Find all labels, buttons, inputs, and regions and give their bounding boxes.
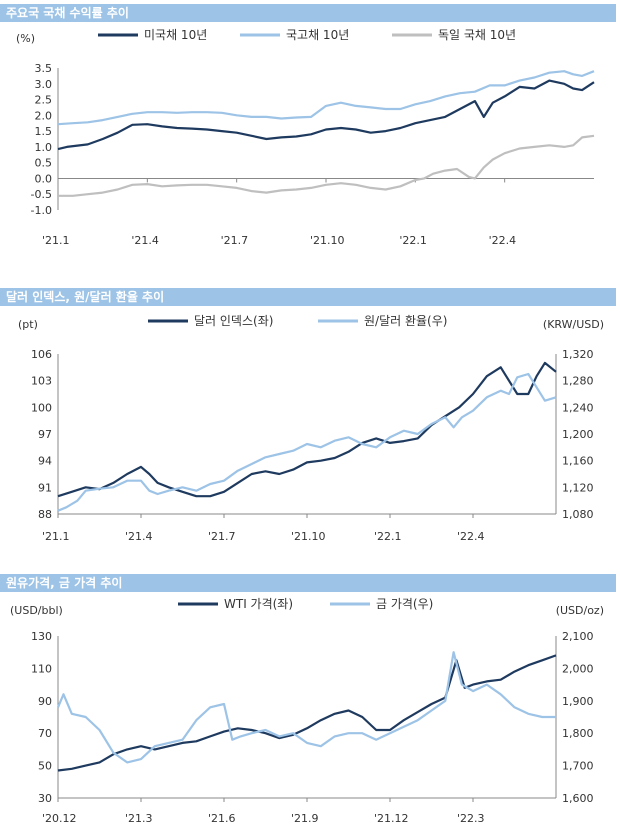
y-tick-label: -1.0 <box>31 204 52 217</box>
y-tick-label: 50 <box>38 760 52 773</box>
legend-label: 독일 국채 10년 <box>438 28 516 42</box>
panel-title: 원유가격, 금 가격 추이 <box>6 576 123 590</box>
series-line <box>57 70 595 126</box>
y-tick-label: 100 <box>31 401 52 414</box>
series-line <box>57 79 595 151</box>
y-tick-label-right: 2,000 <box>562 662 594 675</box>
y-tick-label: 88 <box>38 508 52 521</box>
panel-title: 달러 인덱스, 원/달러 환율 추이 <box>6 290 165 304</box>
panel-header: 주요국 국채 수익률 추이 <box>0 4 616 22</box>
series-line <box>57 654 557 772</box>
legend-label: 국고채 10년 <box>286 28 349 42</box>
y-tick-label: 110 <box>31 662 52 675</box>
y-tick-label: 3.0 <box>35 78 53 91</box>
x-tick-label: '22.3 <box>457 812 485 825</box>
x-tick-label: '21.6 <box>208 812 236 825</box>
legend-label: 원/달러 환율(우) <box>364 314 447 328</box>
y-tick-label: 30 <box>38 792 52 805</box>
bond-yield-chart: (%) 3.5 3.0 2.5 2.0 1.5 1.0 0.5 0.0 -0.5 -1.0 '21.1… <box>16 28 595 247</box>
y-tick-label-right: 2,100 <box>562 630 594 643</box>
x-tick-label: '22.1 <box>399 234 427 247</box>
y-tick-label-right: 1,240 <box>562 401 594 414</box>
y-axis-unit-left: (%) <box>16 32 35 45</box>
y-axis-unit-right: (USD/oz) <box>556 604 604 617</box>
x-tick-label: '22.4 <box>489 234 517 247</box>
y-axis-unit-left: (USD/bbl) <box>10 604 63 617</box>
y-tick-label-right: 1,800 <box>562 727 594 740</box>
y-tick-label: 0.5 <box>35 157 53 170</box>
y-tick-label-right: 1,700 <box>562 760 594 773</box>
chart-panel-commodities: 원유가격, 금 가격 추이 (USD/bbl) (USD/oz) 130 110 90 7… <box>0 574 620 838</box>
y-tick-label-right: 1,320 <box>562 348 594 361</box>
y-tick-label: 70 <box>38 727 52 740</box>
commodity-chart: (USD/bbl) (USD/oz) 130 110 90 70 50 30 2,100 2,00… <box>10 597 604 825</box>
chart-panel-fx: 달러 인덱스, 원/달러 환율 추이 (pt) (KRW/USD) 106 103 10… <box>0 288 620 552</box>
x-tick-label: '21.7 <box>208 530 236 543</box>
legend-label: 달러 인덱스(좌) <box>194 314 273 328</box>
chart-panel-bond-yields: 주요국 국채 수익률 추이 (%) 3.5 3.0 2.5 2.0 1.5 1.0 0.5 0.… <box>0 4 620 266</box>
x-tick-label: '21.10 <box>310 234 345 247</box>
x-tick-label: '21.1 <box>42 234 70 247</box>
y-tick-label-right: 1,120 <box>562 481 594 494</box>
y-tick-label-right: 1,900 <box>562 695 594 708</box>
x-tick-label: '20.12 <box>42 812 77 825</box>
y-tick-label: 106 <box>31 348 52 361</box>
y-axis-unit-right: (KRW/USD) <box>543 318 604 331</box>
series-line <box>57 361 557 498</box>
legend-label: 금 가격(우) <box>376 597 433 611</box>
y-tick-label: 0.0 <box>35 172 53 185</box>
y-tick-label: 103 <box>31 375 52 388</box>
x-tick-label: '21.1 <box>42 530 70 543</box>
x-tick-label: '21.7 <box>221 234 249 247</box>
x-tick-label: '21.3 <box>125 812 153 825</box>
y-tick-label: 97 <box>38 428 52 441</box>
x-tick-label: '21.10 <box>291 530 326 543</box>
y-tick-label-right: 1,200 <box>562 428 594 441</box>
y-tick-label: 130 <box>31 630 52 643</box>
panel-header: 달러 인덱스, 원/달러 환율 추이 <box>0 288 616 306</box>
y-tick-label-right: 1,080 <box>562 508 594 521</box>
x-tick-label: '21.9 <box>291 812 319 825</box>
y-axis-unit-left: (pt) <box>18 318 38 331</box>
x-tick-label: '22.1 <box>374 530 402 543</box>
panel-title: 주요국 국채 수익률 추이 <box>6 6 129 20</box>
y-tick-label: 2.0 <box>35 109 53 122</box>
series-line <box>56 651 556 764</box>
series-line <box>57 372 557 512</box>
x-tick-label: '21.12 <box>374 812 409 825</box>
panel-header: 원유가격, 금 가격 추이 <box>0 574 616 592</box>
legend-label: 미국채 10년 <box>144 28 207 42</box>
y-tick-label-right: 1,280 <box>562 375 594 388</box>
x-tick-label: '21.4 <box>131 234 159 247</box>
y-tick-label-right: 1,600 <box>562 792 594 805</box>
y-tick-label: 94 <box>38 455 52 468</box>
x-tick-label: '21.4 <box>125 530 153 543</box>
y-tick-label: -0.5 <box>31 188 52 201</box>
y-tick-label-right: 1,160 <box>562 455 594 468</box>
x-tick-label: '22.4 <box>457 530 485 543</box>
series-line <box>58 134 595 197</box>
fx-chart: (pt) (KRW/USD) 106 103 100 97 94 91 88 1,320 1,280… <box>18 314 604 543</box>
y-tick-label: 1.5 <box>35 125 53 138</box>
y-tick-label: 90 <box>38 695 52 708</box>
y-tick-label: 1.0 <box>35 141 53 154</box>
y-tick-label: 3.5 <box>35 62 53 75</box>
legend-label: WTI 가격(좌) <box>224 597 293 611</box>
y-tick-label: 91 <box>38 481 52 494</box>
y-tick-label: 2.5 <box>35 94 53 107</box>
